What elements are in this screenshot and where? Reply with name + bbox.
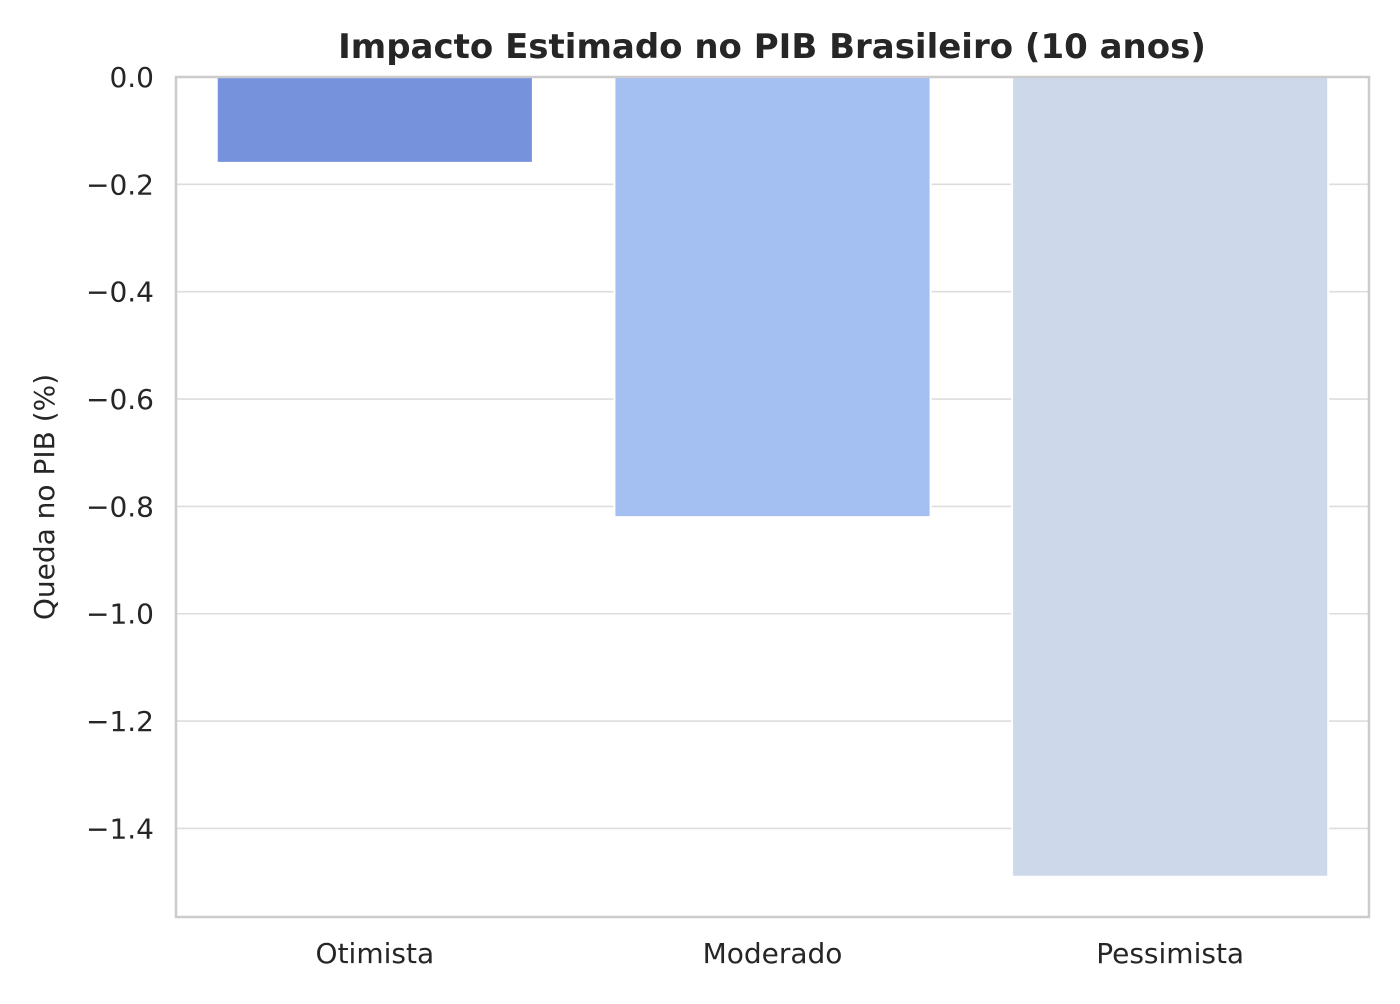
bar-moderado	[613, 76, 932, 519]
chart-title: Impacto Estimado no PIB Brasileiro (10 a…	[338, 27, 1206, 67]
y-tick-label: −1.0	[86, 598, 154, 631]
bar-pessimista	[1011, 76, 1330, 878]
x-tick-label: Pessimista	[1096, 937, 1244, 970]
bars	[215, 76, 1330, 878]
y-tick-label: −1.4	[86, 812, 154, 845]
y-tick-label: −0.6	[86, 383, 154, 416]
y-tick-label: −0.2	[86, 168, 154, 201]
x-tick-labels: Otimista Moderado Pessimista	[316, 937, 1245, 970]
y-axis-label: Queda no PIB (%)	[28, 374, 61, 620]
x-tick-label: Moderado	[703, 937, 843, 970]
plot-frame	[174, 75, 1371, 919]
y-tick-label: −0.8	[86, 490, 154, 523]
y-tick-labels: 0.0 −0.2 −0.4 −0.6 −0.8 −1.0 −1.2 −1.4	[86, 61, 154, 845]
y-tick-label: −1.2	[86, 705, 154, 738]
y-tick-label: 0.0	[109, 61, 154, 94]
bar-otimista	[215, 76, 534, 164]
x-tick-label: Otimista	[316, 937, 435, 970]
y-tick-label: −0.4	[86, 276, 154, 309]
